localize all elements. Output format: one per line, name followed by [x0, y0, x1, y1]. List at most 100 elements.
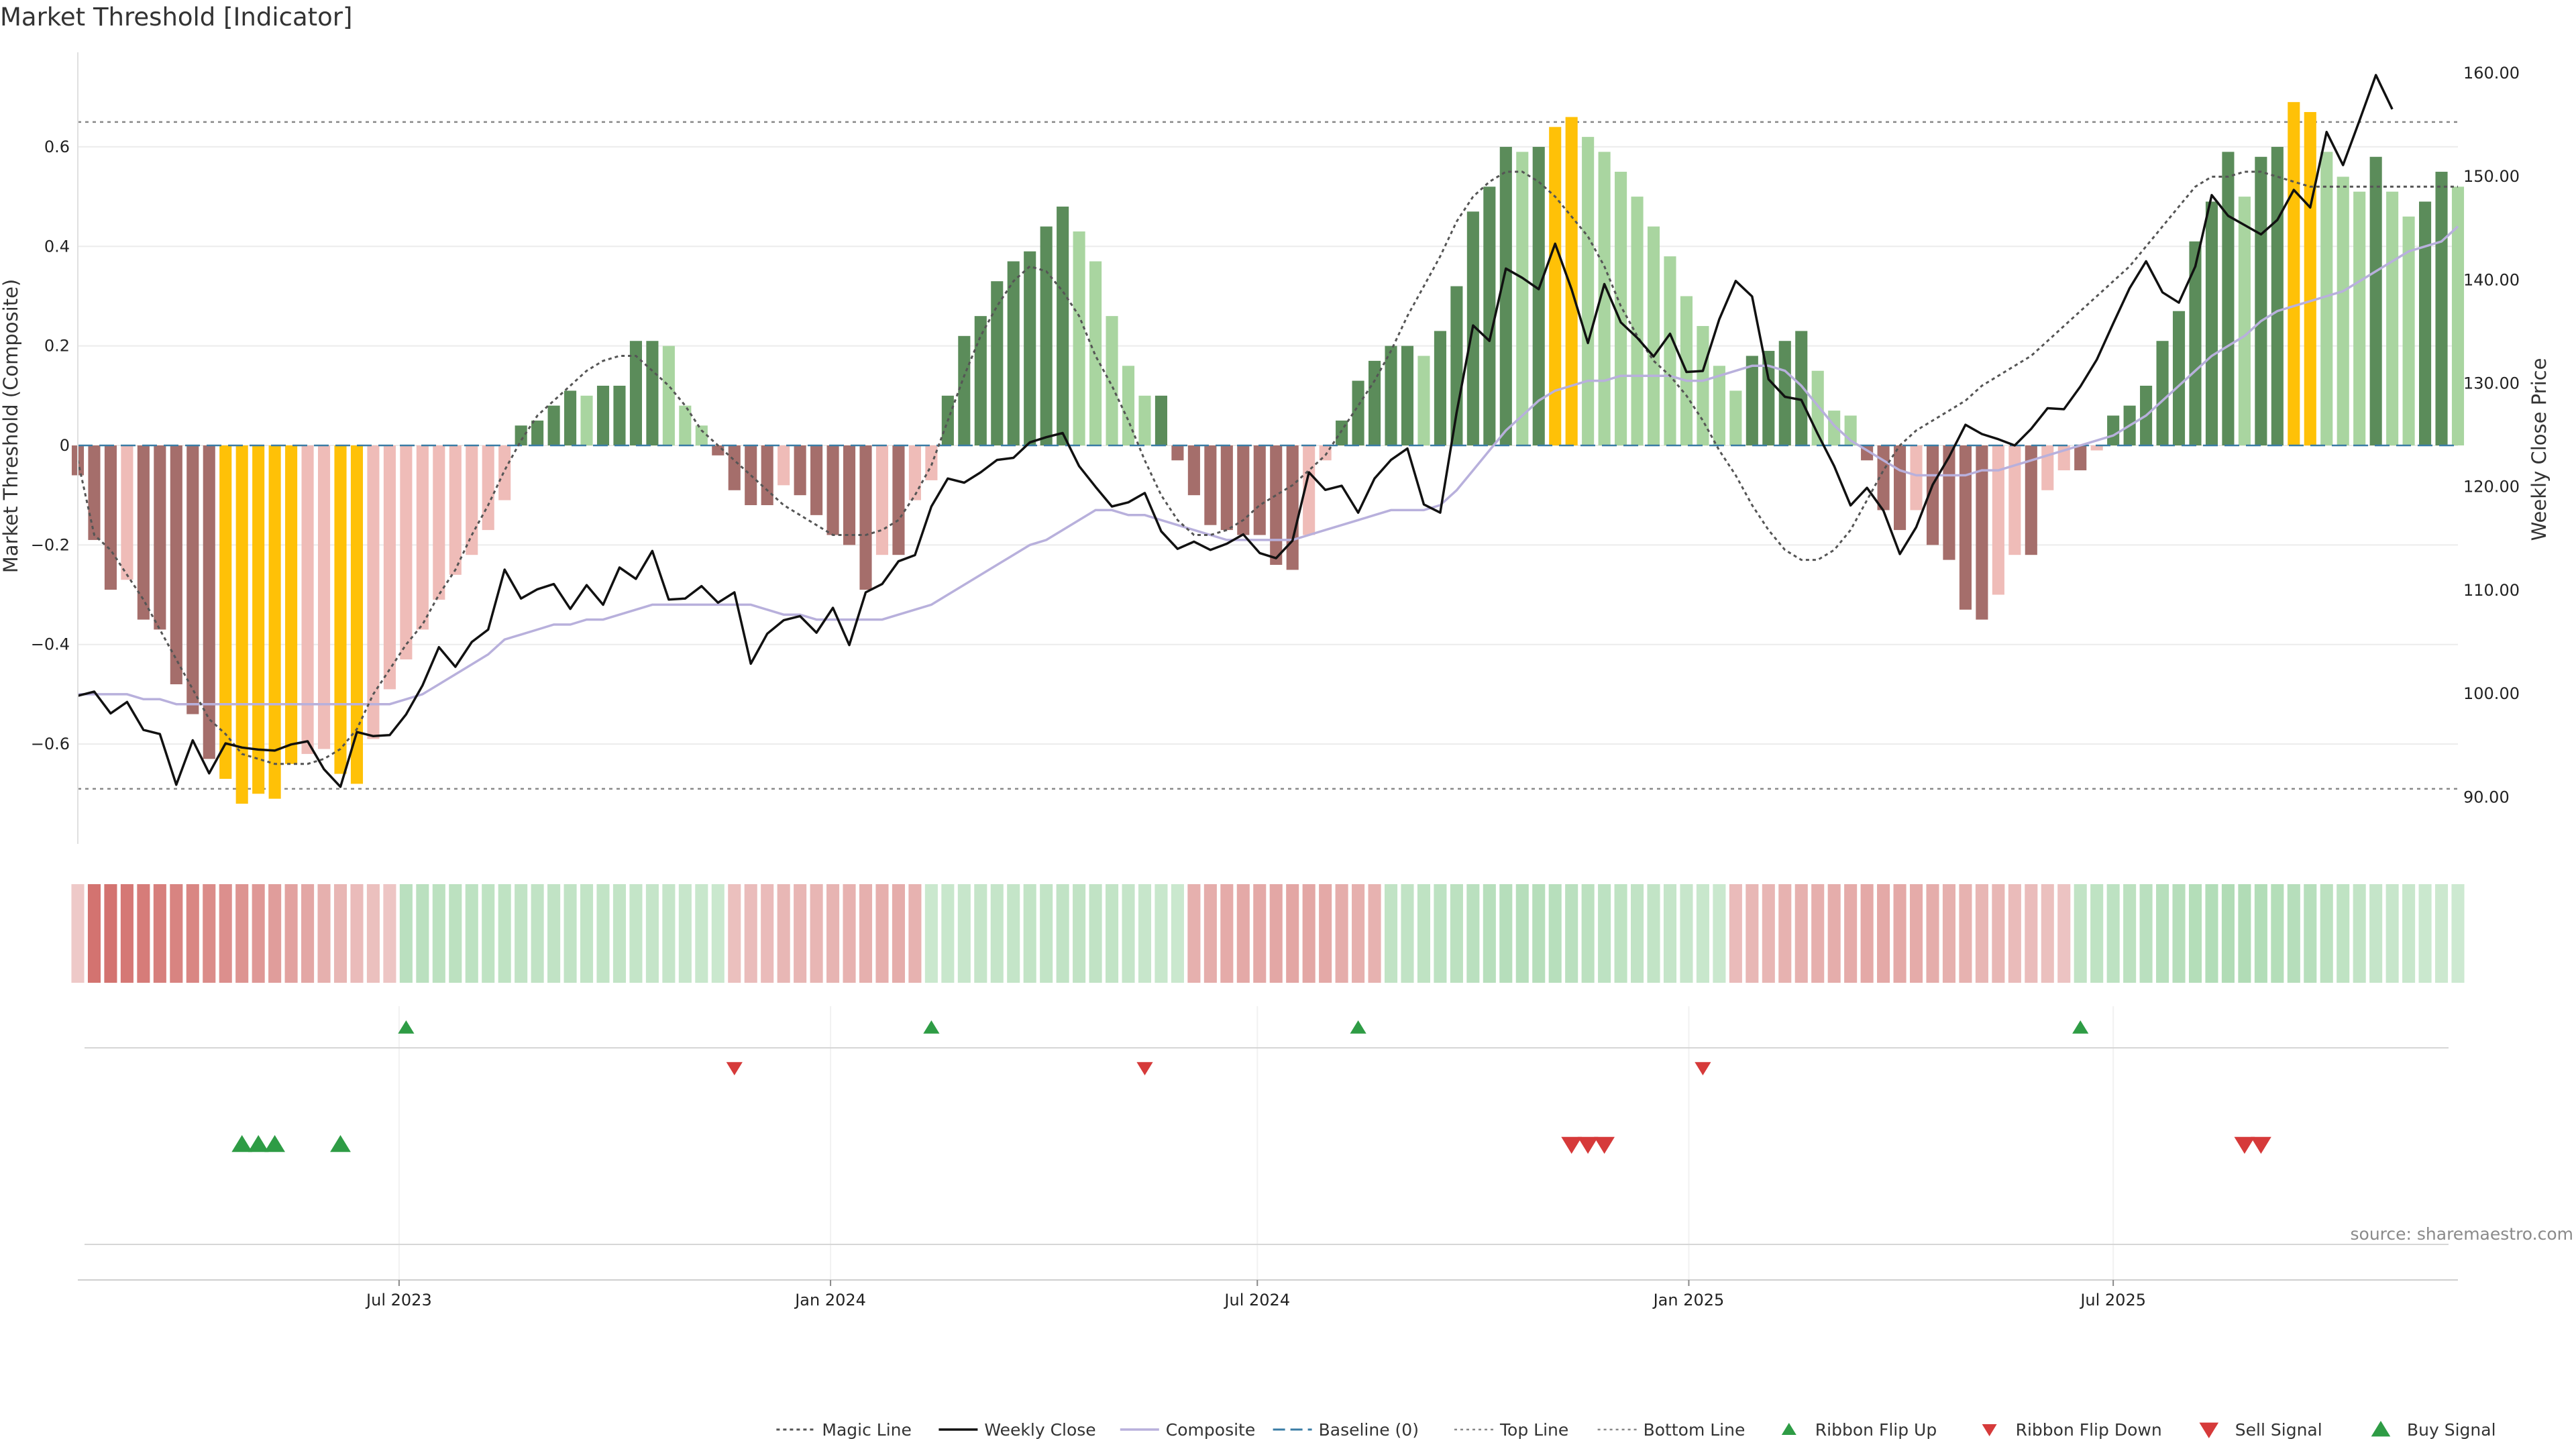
ribbon-cell	[1056, 884, 1069, 983]
ribbon-cell	[2254, 884, 2267, 983]
ribbon-cell	[2402, 884, 2416, 983]
ribbon-cell	[498, 884, 511, 983]
ribbon-cell	[531, 884, 544, 983]
composite-bar	[712, 445, 724, 455]
ribbon-cell	[186, 884, 199, 983]
composite-bar	[1417, 356, 1430, 445]
composite-bar	[449, 445, 462, 575]
ribbon-cell	[87, 884, 101, 983]
composite-bar	[1729, 390, 1742, 445]
ribbon-cell	[219, 884, 232, 983]
ribbon-cell	[794, 884, 807, 983]
x-axis: Jul 2023 Jan 2024 Jul 2024 Jan 2025 Jul 2025	[78, 1279, 2458, 1309]
chart-title: Market Threshold [Indicator]	[0, 3, 352, 32]
ribbon-cell	[301, 884, 315, 983]
composite-bar	[1713, 366, 1725, 445]
ribbon-cell	[1860, 884, 1874, 983]
ribbon-cell	[1844, 884, 1858, 983]
ribbon-cell	[777, 884, 790, 983]
ribbon-cell	[2369, 884, 2383, 983]
ribbon-cell	[2353, 884, 2366, 983]
composite-bar	[2255, 156, 2267, 445]
composite-bar	[1138, 395, 1151, 445]
series-lines	[76, 74, 2459, 788]
ribbon-cell	[1466, 884, 1480, 983]
composite-bar	[1270, 445, 1283, 566]
ribbon-cell	[137, 884, 150, 983]
ribbon-cell	[2451, 884, 2465, 983]
y-tick-label: −0.2	[31, 535, 70, 554]
x-tick-label: Jan 2024	[794, 1291, 866, 1309]
composite-bar	[859, 445, 872, 590]
ribbon-cell	[333, 884, 347, 983]
ribbon-cell	[1236, 884, 1250, 983]
ribbon-cell	[1434, 884, 1447, 983]
composite-bar	[301, 445, 314, 754]
ribbon-cell	[1794, 884, 1808, 983]
y-tick-label: −0.4	[31, 635, 70, 654]
composite-bar	[1040, 226, 1053, 445]
legend-symbol	[2199, 1422, 2219, 1438]
composite-bar	[1992, 445, 2004, 595]
ribbon-cell	[580, 884, 594, 983]
ribbon-cell	[1827, 884, 1841, 983]
ribbon-cell	[317, 884, 331, 983]
composite-bar	[695, 425, 708, 445]
ribbon-cell	[612, 884, 627, 983]
composite-bar	[1237, 445, 1250, 535]
ribbon-cell	[2074, 884, 2087, 983]
ribbon-cell	[416, 884, 429, 983]
ribbon-cell	[2320, 884, 2333, 983]
composite-bar	[1762, 351, 1775, 445]
composite-bar	[317, 445, 331, 749]
ribbon-cell	[875, 884, 889, 983]
x-tick-label: Jul 2023	[365, 1291, 432, 1309]
y2-tick-label: 160.00	[2463, 64, 2520, 83]
composite-bar	[2386, 191, 2399, 445]
ribbon-cell	[1269, 884, 1283, 983]
composite-bar	[235, 445, 248, 804]
composite-bar	[2304, 112, 2316, 445]
y-tick-label: 0.4	[44, 237, 70, 256]
composite-bar	[1483, 186, 1496, 445]
legend-label: Bottom Line	[1644, 1420, 1746, 1440]
ribbon-cell	[1909, 884, 1923, 983]
ribbon-cell	[908, 884, 922, 983]
legend-item-magic: Magic Line	[776, 1420, 912, 1440]
signal-markers	[85, 1020, 2449, 1245]
ribbon-cell	[843, 884, 856, 983]
ribbon-cell	[1220, 884, 1234, 983]
composite-bar	[958, 335, 971, 445]
composite-bar	[826, 445, 839, 535]
composite-bar	[875, 445, 889, 555]
x-tick-label: Jul 2024	[1223, 1291, 1290, 1309]
y-tick-label: 0.6	[44, 138, 70, 156]
composite-bar	[383, 445, 396, 690]
y-tick-label: 0	[60, 436, 70, 455]
ribbon-cell	[662, 884, 676, 983]
ribbon-cell	[1368, 884, 1381, 983]
ribbon-cell	[892, 884, 905, 983]
ribbon-cell	[2304, 884, 2317, 983]
ribbon-cell	[1450, 884, 1463, 983]
composite-bar	[104, 445, 117, 590]
legend-label: Ribbon Flip Down	[2016, 1420, 2162, 1440]
composite-bar	[1057, 206, 1069, 445]
ribbon-cell	[547, 884, 561, 983]
legend-item-baseline: Baseline (0)	[1273, 1420, 1419, 1440]
composite-bar	[252, 445, 265, 794]
ribbon-cell	[2205, 884, 2218, 983]
composite-bar	[1187, 445, 1200, 496]
ribbon-cell	[1598, 884, 1611, 983]
ribbon-cell	[383, 884, 396, 983]
composite-bar	[908, 445, 921, 500]
ribbon-cell	[2123, 884, 2137, 983]
ribbon-cell	[2139, 884, 2153, 983]
ribbon-cell	[235, 884, 249, 983]
ribbon-cell	[1483, 884, 1496, 983]
ribbon-cell	[515, 884, 528, 983]
composite-bar	[1106, 316, 1118, 445]
composite-bar	[1926, 445, 1939, 545]
legend-label: Top Line	[1499, 1420, 1568, 1440]
composite-bar	[137, 445, 150, 620]
